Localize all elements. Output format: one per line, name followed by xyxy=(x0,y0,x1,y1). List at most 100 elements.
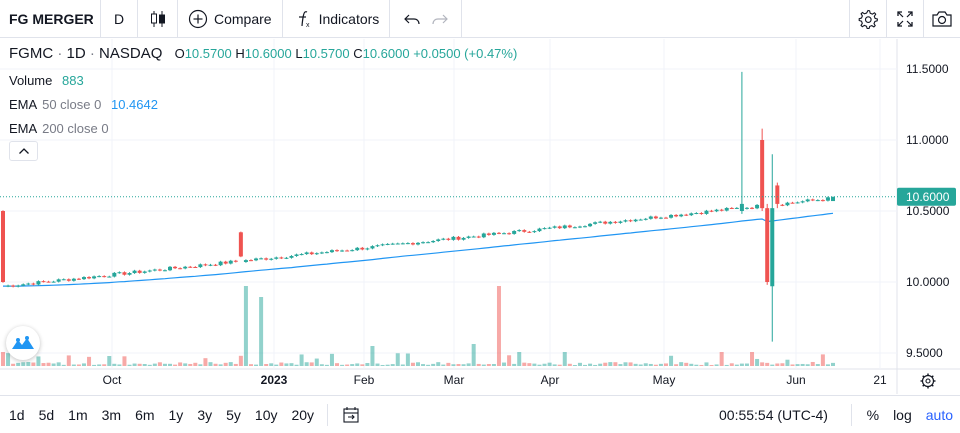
candle-body xyxy=(719,209,724,211)
legend-exchange: NASDAQ xyxy=(99,45,163,62)
volume-bar xyxy=(107,356,112,366)
timezone-clock[interactable]: 00:55:54 (UTC-4) xyxy=(719,407,828,423)
log-scale-button[interactable]: log xyxy=(893,407,912,423)
indicators-button[interactable]: x Indicators xyxy=(283,0,391,38)
symbol-name: FG MERGER CORP xyxy=(9,10,93,27)
volume-bar xyxy=(537,364,542,366)
volume-bar xyxy=(193,362,198,366)
candle-body xyxy=(633,219,638,222)
volume-bar xyxy=(542,363,547,366)
chevron-up-icon xyxy=(18,148,29,154)
chart-type-button[interactable] xyxy=(138,0,178,38)
volume-bar xyxy=(152,363,157,366)
fullscreen-button[interactable] xyxy=(886,0,923,38)
candle-body xyxy=(416,242,420,245)
volume-bar xyxy=(557,364,562,366)
candle-body xyxy=(699,213,704,215)
range-6m-button[interactable]: 6m xyxy=(135,406,155,423)
symbol-search-button[interactable]: FG MERGER CORP xyxy=(0,0,101,38)
candle-body xyxy=(522,230,527,232)
candle-body xyxy=(294,254,299,256)
volume-bar xyxy=(218,364,223,366)
auto-scale-button[interactable]: auto xyxy=(925,407,953,423)
candle-body xyxy=(800,201,805,203)
range-1y-button[interactable]: 1y xyxy=(168,406,184,423)
candle-body xyxy=(496,232,501,234)
undo-icon[interactable] xyxy=(403,10,421,28)
volume-bar xyxy=(61,364,66,366)
candle-body xyxy=(380,244,385,246)
candle-body xyxy=(729,207,734,209)
settings-button[interactable] xyxy=(849,0,886,38)
candle-body xyxy=(471,236,476,238)
candle-body xyxy=(669,214,674,218)
low-value: 10.5700 xyxy=(302,46,350,61)
volume-bar xyxy=(831,362,835,366)
ema200-legend[interactable]: EMA 200 close 0 xyxy=(9,121,109,136)
price-tick-label: 10.5000 xyxy=(906,204,950,218)
candle-body xyxy=(593,222,598,224)
candle-body xyxy=(340,250,345,252)
volume-bar xyxy=(340,364,345,366)
volume-bar xyxy=(117,364,122,366)
candle-body xyxy=(421,242,426,244)
candle-body xyxy=(279,257,284,259)
tradingview-logo[interactable] xyxy=(6,326,40,360)
calendar-goto-icon xyxy=(343,406,359,423)
redo-icon[interactable] xyxy=(431,10,449,28)
volume-bar xyxy=(335,363,340,366)
volume-bar xyxy=(760,362,765,366)
candle-body xyxy=(208,264,213,266)
range-1m-button[interactable]: 1m xyxy=(68,406,88,423)
volume-bar xyxy=(36,356,41,366)
range-10y-button[interactable]: 10y xyxy=(254,406,278,423)
legend-interval: 1D xyxy=(66,45,86,62)
time-tick-label: 21 xyxy=(873,373,887,387)
candle-body xyxy=(1,211,5,282)
percent-scale-button[interactable]: % xyxy=(866,407,880,423)
ema50-name: EMA xyxy=(9,97,37,112)
candle-body xyxy=(674,214,679,217)
volume-legend[interactable]: Volume 883 xyxy=(9,73,84,88)
candle-body xyxy=(689,213,694,216)
range-1d-button[interactable]: 1d xyxy=(9,406,25,423)
range-3m-button[interactable]: 3m xyxy=(101,406,122,423)
time-tick-label: Jun xyxy=(786,373,805,387)
volume-label: Volume xyxy=(9,73,53,88)
candle-body xyxy=(658,217,663,219)
range-20y-button[interactable]: 20y xyxy=(291,406,315,423)
candle-body xyxy=(441,238,446,240)
collapse-legend-button[interactable] xyxy=(9,141,38,161)
candle-body xyxy=(319,252,324,254)
volume-bar xyxy=(709,364,714,366)
candle-body xyxy=(188,266,193,268)
volume-bar xyxy=(259,297,264,366)
range-5y-button[interactable]: 5y xyxy=(226,406,241,423)
candle-body xyxy=(547,227,552,229)
volume-bar xyxy=(572,364,577,366)
time-axis-settings-icon xyxy=(920,373,936,389)
volume-bar xyxy=(795,364,800,366)
compare-button[interactable]: Compare xyxy=(178,0,283,38)
candle-body xyxy=(577,226,582,228)
candle-body xyxy=(739,203,744,211)
volume-bar xyxy=(744,363,749,366)
candle-body xyxy=(198,264,203,268)
volume-bar xyxy=(66,355,71,366)
candle-body xyxy=(461,237,466,240)
volume-bar xyxy=(294,364,299,366)
price-chart[interactable]: 11.5000 11.0000 10.5000 10.0000 9.5000 10.600… xyxy=(0,39,960,394)
volume-bar xyxy=(719,352,724,366)
go-to-date-button[interactable] xyxy=(334,396,368,433)
range-5d-button[interactable]: 5d xyxy=(38,406,55,423)
ema50-legend[interactable]: EMA 50 close 0 10.4642 xyxy=(9,97,158,112)
low-label: L xyxy=(295,46,303,61)
volume-bar xyxy=(674,364,679,366)
candle-body xyxy=(127,273,132,275)
candle-body xyxy=(795,202,800,204)
interval-button[interactable]: D xyxy=(101,0,138,38)
volume-bar xyxy=(188,363,193,366)
snapshot-button[interactable] xyxy=(923,0,960,38)
scale-options: % log auto xyxy=(850,396,960,433)
range-3y-button[interactable]: 3y xyxy=(197,406,213,423)
